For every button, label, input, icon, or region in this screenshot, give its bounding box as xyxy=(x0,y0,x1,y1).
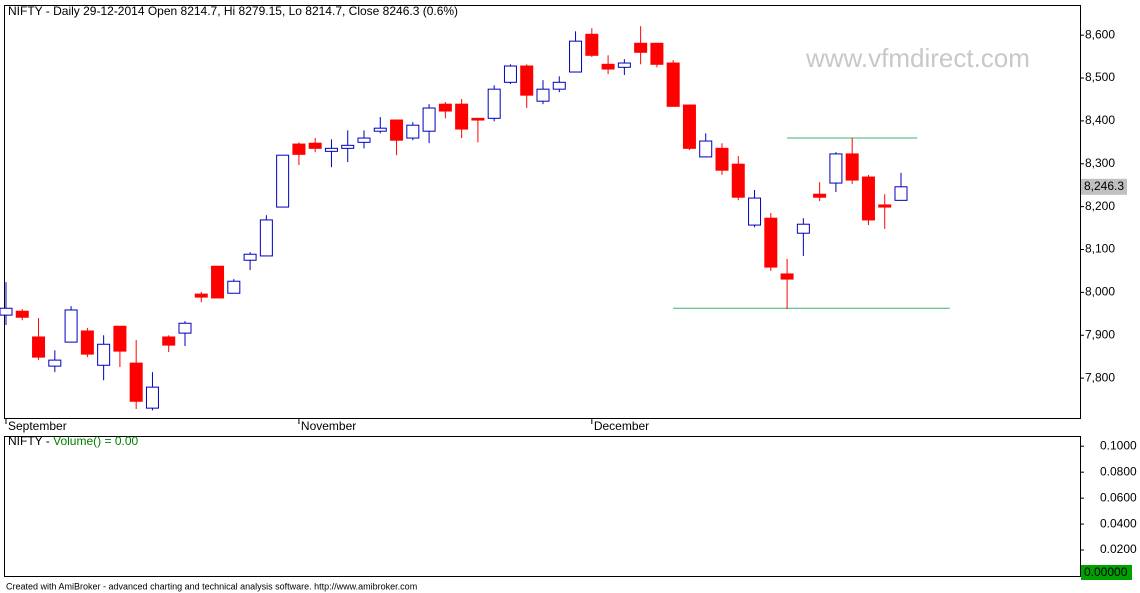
candle-body xyxy=(617,62,631,68)
candle-body xyxy=(211,265,225,299)
candle-body xyxy=(878,204,892,208)
candle-body xyxy=(422,107,436,132)
candle-body xyxy=(276,154,290,208)
candle-body xyxy=(569,40,583,73)
last-value-box xyxy=(1081,178,1127,195)
candle-body xyxy=(0,307,13,316)
candle-body xyxy=(243,253,257,261)
watermark: www.vfmdirect.com xyxy=(805,43,1030,73)
candle-body xyxy=(80,330,94,355)
y-tick-label: 8,000 xyxy=(1085,285,1115,299)
last-value-label: 0.00000 xyxy=(1084,565,1128,579)
candle-body xyxy=(796,223,810,234)
candle-body xyxy=(308,142,322,149)
footer: Created with AmiBroker - advanced charti… xyxy=(6,581,417,591)
candle-body xyxy=(682,104,696,149)
candle-body xyxy=(129,362,143,402)
y-tick-label: 8,300 xyxy=(1085,156,1115,170)
candle-body xyxy=(699,140,713,158)
x-tick-label: November xyxy=(301,419,356,433)
y-tick-label: 8,500 xyxy=(1085,70,1115,84)
volume-title-prefix: NIFTY - xyxy=(8,434,53,448)
candle-body xyxy=(341,144,355,149)
candle-body xyxy=(227,280,241,294)
volume-title-text: Volume() = 0.00 xyxy=(53,434,138,448)
candle-body xyxy=(194,293,208,298)
volume-panel xyxy=(4,436,1081,577)
candle-body xyxy=(780,273,794,280)
candle-body xyxy=(406,124,420,139)
candle-body xyxy=(715,147,729,171)
x-tick-label: September xyxy=(8,419,67,433)
candle-body xyxy=(536,88,550,102)
candle-body xyxy=(178,322,192,334)
candle-body xyxy=(666,62,680,107)
candle-body xyxy=(520,65,534,96)
y-tick-label: 0.0200 xyxy=(1100,542,1137,556)
last-value-label: 8,246.3 xyxy=(1084,179,1124,193)
candle-body xyxy=(845,153,859,181)
y-tick-label: 8,200 xyxy=(1085,199,1115,213)
x-tick-label: December xyxy=(594,419,649,433)
candle-body xyxy=(357,137,371,143)
candle-body xyxy=(97,343,111,366)
candle-body xyxy=(32,336,46,358)
y-tick-label: 0.0800 xyxy=(1100,464,1137,478)
candle-body xyxy=(162,336,176,346)
candle-body xyxy=(438,103,452,112)
y-tick-label: 7,900 xyxy=(1085,327,1115,341)
price-panel xyxy=(4,5,1081,419)
candle-body xyxy=(503,65,517,83)
candle-body xyxy=(455,103,469,130)
y-tick-label: 8,600 xyxy=(1085,27,1115,41)
candle-body xyxy=(552,81,566,90)
y-tick-label: 0.1000 xyxy=(1100,438,1137,452)
candle-body xyxy=(650,42,664,65)
y-tick-label: 8,100 xyxy=(1085,242,1115,256)
candle-body xyxy=(259,219,273,257)
candle-body xyxy=(813,193,827,198)
candle-body xyxy=(634,42,648,53)
volume-title: NIFTY - Volume() = 0.00 xyxy=(8,434,139,448)
candle-body xyxy=(145,386,159,409)
candle-body xyxy=(894,186,908,201)
candle-body xyxy=(829,153,843,184)
candle-body xyxy=(113,325,127,352)
y-tick-label: 0.0600 xyxy=(1100,490,1137,504)
candle-body xyxy=(64,309,78,343)
candle-body xyxy=(15,310,29,318)
y-tick-label: 8,400 xyxy=(1085,113,1115,127)
candle-body xyxy=(487,88,501,119)
candle-body xyxy=(324,147,338,152)
candle-body xyxy=(861,176,875,221)
candle-body xyxy=(373,127,387,132)
y-tick-label: 7,800 xyxy=(1085,370,1115,384)
chart-title: NIFTY - Daily 29-12-2014 Open 8214.7, Hi… xyxy=(8,4,458,18)
candle-body xyxy=(585,33,599,56)
candle-body xyxy=(471,117,485,121)
candle-body xyxy=(48,359,62,367)
candle-body xyxy=(764,217,778,268)
last-value-box xyxy=(1081,565,1132,580)
candle-body xyxy=(390,119,404,141)
candle-body xyxy=(292,143,306,155)
candle-body xyxy=(731,163,745,198)
candle-body xyxy=(748,197,762,226)
candle-body xyxy=(601,63,615,70)
y-tick-label: 0.0400 xyxy=(1100,516,1137,530)
